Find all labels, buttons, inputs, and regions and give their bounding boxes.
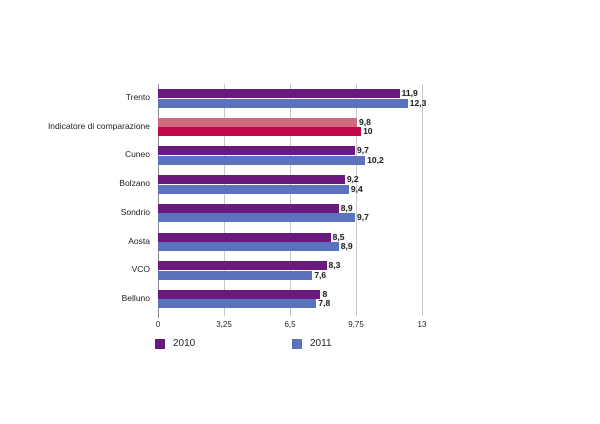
bar-2010 xyxy=(158,146,355,156)
legend-label-2010: 2010 xyxy=(173,338,196,349)
bar-2011 xyxy=(158,127,362,137)
legend-item-2010: 2010 xyxy=(155,338,195,349)
value-label: 12,3 xyxy=(409,97,427,108)
category-label: Bolzano xyxy=(119,178,150,189)
category-label: Aosta xyxy=(128,235,150,246)
gridline xyxy=(356,84,357,316)
bar-2010 xyxy=(158,289,321,299)
x-tick-label: 0 xyxy=(155,320,161,329)
category-label: VCO xyxy=(131,264,150,275)
category-label: Sondrio xyxy=(120,206,150,217)
category-label: Indicatore di comparazione xyxy=(47,120,150,131)
bar-2010 xyxy=(158,261,327,271)
legend-label-2011: 2011 xyxy=(310,338,332,349)
legend-swatch-2010 xyxy=(155,338,165,349)
bar-2011 xyxy=(158,98,408,108)
y-axis-line xyxy=(158,84,159,318)
value-label: 7,8 xyxy=(318,298,331,309)
bar-2011 xyxy=(158,213,355,223)
value-label: 9,2 xyxy=(346,174,359,185)
value-label: 10,2 xyxy=(367,154,384,165)
bar-2011 xyxy=(158,299,317,309)
value-label: 8 xyxy=(322,288,328,299)
value-label: 9,4 xyxy=(350,183,363,194)
value-label: 9,7 xyxy=(356,145,369,156)
value-label: 8,3 xyxy=(328,260,341,271)
gridline xyxy=(422,84,423,316)
value-label: 11,9 xyxy=(401,88,418,98)
value-label: 7,6 xyxy=(314,269,327,280)
x-tick-label: 13 xyxy=(417,320,427,329)
bar-2010 xyxy=(158,175,345,185)
value-label: 9,7 xyxy=(356,212,369,223)
bar-2010 xyxy=(158,117,357,127)
value-label: 10 xyxy=(363,126,373,137)
legend-item-2011: 2011 xyxy=(292,338,332,349)
bar-2011 xyxy=(158,270,313,280)
bar-2011 xyxy=(158,184,349,194)
bar-2010 xyxy=(158,203,339,213)
category-label: Cuneo xyxy=(124,149,150,160)
category-label: Trento xyxy=(125,92,150,102)
bar-2010 xyxy=(158,89,400,98)
x-tick-label: 6,5 xyxy=(284,320,296,329)
value-label: 8,9 xyxy=(340,241,353,251)
legend-swatch-2011 xyxy=(292,338,302,349)
gridline xyxy=(290,84,291,316)
category-label: Belluno xyxy=(121,292,150,303)
value-label: 8,9 xyxy=(340,202,353,213)
x-tick-label: 3,25 xyxy=(216,320,232,329)
bar-2011 xyxy=(158,242,339,251)
gridline xyxy=(224,84,225,316)
bar-2010 xyxy=(158,232,331,242)
value-label: 9,8 xyxy=(359,116,371,127)
value-label: 8,5 xyxy=(332,231,345,242)
x-tick-label: 9,75 xyxy=(348,320,364,329)
bar-2011 xyxy=(158,155,366,165)
